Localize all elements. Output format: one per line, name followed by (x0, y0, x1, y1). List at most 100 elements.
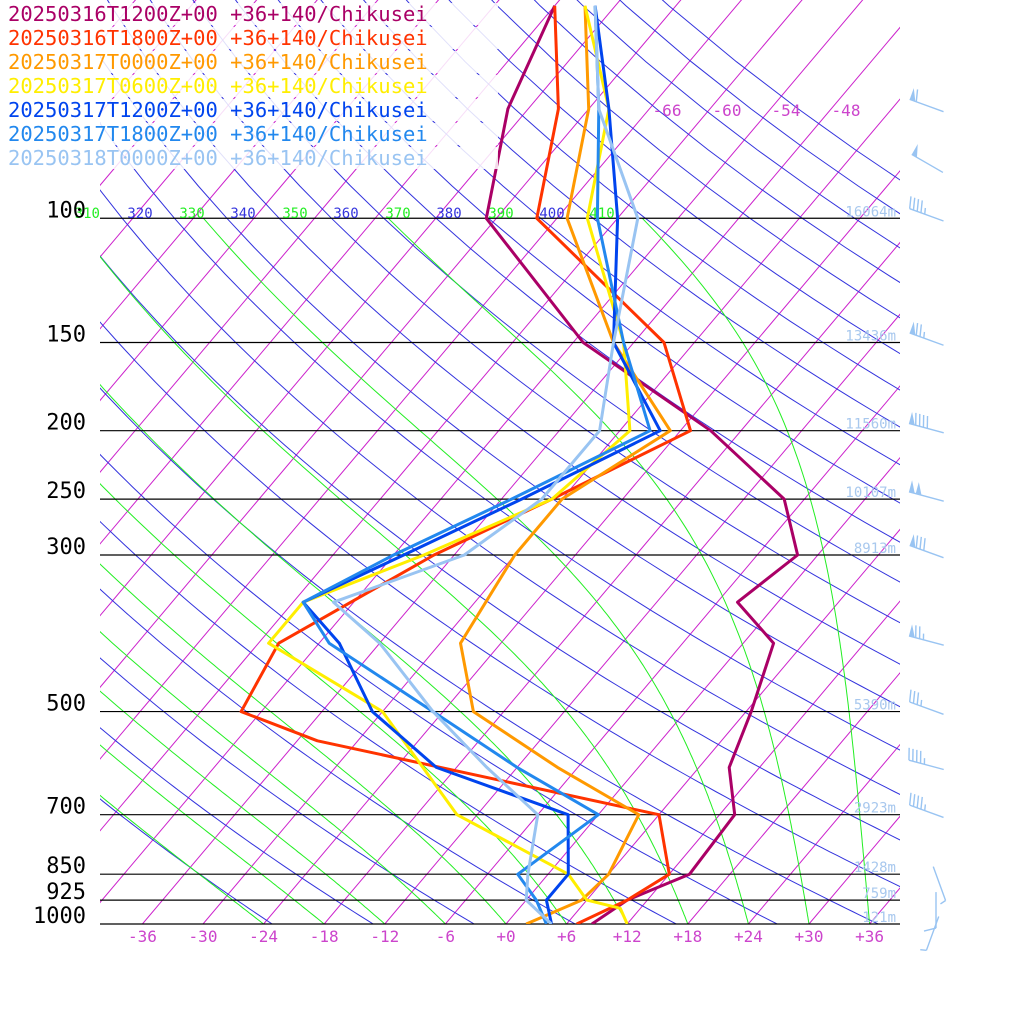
theta-label: 380 (436, 206, 461, 222)
legend-entry: 20250317T1800Z+00 +36+140/Chikusei (8, 122, 428, 146)
isotherm-line (323, 241, 900, 924)
pressure-label: 925 (46, 880, 86, 905)
wind-barb (909, 88, 944, 113)
isotherm-line (869, 887, 900, 924)
wind-barb (908, 411, 944, 434)
pressure-label: 200 (46, 411, 86, 436)
isotherm-line (626, 600, 900, 924)
series-line (484, 5, 800, 924)
series-line (301, 5, 652, 924)
wind-barb (908, 792, 944, 819)
x-tick-labels: -36 -30 -24 -18 -12 -6 +0 +6 +12 +18 +24 +30 +36 (128, 927, 884, 946)
wind-barb (908, 624, 944, 646)
legend-entry: 20250317T0000Z+00 +36+140/Chikusei (8, 50, 428, 74)
pressure-label: 250 (46, 479, 86, 504)
wind-barb (909, 534, 944, 559)
theta-label: 390 (488, 206, 513, 222)
isotherm-line (202, 98, 900, 924)
height-label: 759m (862, 886, 896, 902)
sounding-series (239, 5, 800, 924)
height-label: 16064m (845, 204, 896, 220)
isotherm-line (100, 0, 803, 832)
x-tick-label: +24 (734, 927, 763, 946)
isotherm-line (930, 0, 1024, 924)
isotherm-upper-label: -54 (772, 101, 801, 120)
height-label: 8913m (854, 541, 896, 557)
height-label: 13436m (845, 329, 896, 345)
isotherm-line (566, 528, 900, 924)
theta-label: 330 (179, 206, 204, 222)
dry-adiabat-line (100, 657, 475, 924)
isotherm-line (100, 0, 682, 689)
legend-entry: 20250316T1200Z+00 +36+140/Chikusei (8, 2, 428, 26)
wind-barb (920, 916, 940, 952)
height-label: 11560m (845, 417, 896, 433)
theta-label: 400 (539, 206, 564, 222)
isotherm-line (100, 0, 743, 760)
wind-barb (908, 747, 944, 771)
wind-barb (911, 144, 944, 174)
legend-entry: 20250317T0600Z+00 +36+140/Chikusei (8, 74, 428, 98)
theta-label: 370 (385, 206, 410, 222)
isotherm-line (100, 0, 561, 545)
wind-barb (908, 689, 944, 715)
isotherm-line (142, 26, 900, 924)
legend-entry: 20250316T1800Z+00 +36+140/Chikusei (8, 26, 428, 50)
height-label: 121m (862, 910, 896, 926)
pressure-label: 700 (46, 795, 86, 820)
series-line (239, 5, 692, 924)
isotherm-line (808, 815, 900, 924)
pressure-label: 150 (46, 323, 86, 348)
theta-label: 410 (589, 206, 614, 222)
height-label: 2923m (854, 801, 896, 817)
theta-label: 350 (282, 206, 307, 222)
isotherm-line (263, 170, 900, 924)
legend: 20250316T1200Z+00 +36+140/Chikusei202503… (6, 2, 498, 170)
x-tick-label: -6 (436, 927, 455, 946)
height-label: 10107m (845, 485, 896, 501)
theta-label: 310 (75, 206, 100, 222)
moist-adiabat-line (100, 794, 264, 924)
moist-adiabat-line (100, 383, 628, 924)
height-labels: 16064m 13436m 11560m 10107m 8913m 5390m 2923m 1… (845, 204, 896, 926)
pressure-label: 1000 (33, 904, 86, 929)
wind-barbs (908, 88, 947, 952)
moist-adiabats (100, 217, 871, 924)
dry-adiabat-line (661, 0, 900, 181)
pressure-label: 850 (46, 854, 86, 879)
dry-adiabat-line (100, 520, 677, 924)
wind-barb (909, 321, 944, 346)
isotherm-upper-label: -48 (832, 101, 861, 120)
x-tick-label: -36 (128, 927, 157, 946)
moist-adiabat-line (641, 217, 871, 924)
x-tick-label: +18 (673, 927, 702, 946)
series-line (459, 5, 672, 924)
dry-adiabat-line (100, 727, 374, 924)
legend-entry: 20250318T0000Z+00 +36+140/Chikusei (8, 146, 428, 170)
theta-label: 360 (333, 206, 358, 222)
x-tick-label: -30 (189, 927, 218, 946)
pressure-label: 300 (46, 535, 86, 560)
moist-adiabat-line (387, 217, 810, 924)
dry-adiabat-line (100, 588, 576, 924)
isotherm-line (505, 456, 900, 924)
isotherm-line (384, 313, 900, 924)
wind-barb (923, 892, 937, 932)
x-tick-label: -12 (370, 927, 399, 946)
x-tick-label: -24 (249, 927, 278, 946)
isotherm-upper-labels: -66 -60 -54 -48 (653, 101, 861, 120)
x-tick-label: -18 (310, 927, 339, 946)
isotherm-line (445, 385, 900, 924)
isotherm-line (687, 672, 900, 924)
dry-adiabat-line (533, 0, 900, 284)
x-tick-label: +30 (795, 927, 824, 946)
isobar-lines (100, 217, 900, 925)
theta-labels: 310 320 330 340 350 360 370 380 390 400 410 (75, 206, 615, 222)
isotherm-line (991, 0, 1024, 924)
x-tick-label: +12 (613, 927, 642, 946)
isotherm-upper-label: -66 (653, 101, 682, 120)
legend-entry: 20250317T1200Z+00 +36+140/Chikusei (8, 98, 428, 122)
x-tick-label: +36 (855, 927, 884, 946)
